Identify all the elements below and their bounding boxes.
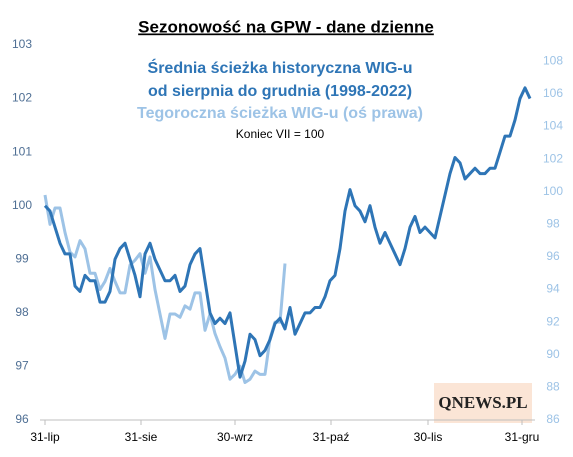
y2-tick-label: 106 — [543, 86, 563, 100]
y-tick-label: 98 — [15, 305, 29, 319]
y-tick-label: 97 — [15, 359, 29, 373]
x-tick-label: 31-gru — [505, 430, 540, 444]
x-tick-label: 30-wrz — [217, 430, 253, 444]
x-tick-label: 31-lip — [30, 430, 60, 444]
y-tick-label: 101 — [12, 144, 32, 158]
y-tick-label: 100 — [12, 198, 32, 212]
x-tick-label: 31-sie — [125, 430, 158, 444]
x-tick-label: 31-paź — [313, 430, 350, 444]
series-line — [43, 86, 532, 379]
annotation: od sierpnia do grudnia (1998-2022) — [148, 83, 412, 100]
annotation: Tegoroczna ścieżka WIG-u (oś prawa) — [137, 105, 423, 122]
annotation: Koniec VII = 100 — [236, 127, 325, 141]
y2-tick-label: 88 — [546, 380, 560, 394]
y2-tick-label: 108 — [543, 53, 563, 67]
y-tick-label: 96 — [15, 412, 29, 426]
logo: QNEWS.PL — [438, 393, 527, 412]
chart-title: Sezonowość na GPW - dane dzienne — [138, 17, 434, 36]
series-line — [43, 194, 287, 384]
y-tick-label: 102 — [12, 91, 32, 105]
y2-tick-label: 104 — [543, 119, 563, 133]
y2-tick-label: 92 — [546, 314, 560, 328]
y2-tick-label: 94 — [546, 282, 560, 296]
y2-tick-label: 102 — [543, 151, 563, 165]
annotation: Średnia ścieżka historyczna WIG-u — [148, 58, 413, 77]
y2-tick-label: 100 — [543, 184, 563, 198]
y2-tick-label: 86 — [546, 412, 560, 426]
y-tick-label: 99 — [15, 251, 29, 265]
logo-box — [434, 383, 532, 423]
y-tick-label: 103 — [12, 37, 32, 51]
x-tick-label: 30-lis — [414, 430, 443, 444]
y2-tick-label: 90 — [546, 347, 560, 361]
y2-tick-label: 98 — [546, 217, 560, 231]
y2-tick-label: 96 — [546, 249, 560, 263]
